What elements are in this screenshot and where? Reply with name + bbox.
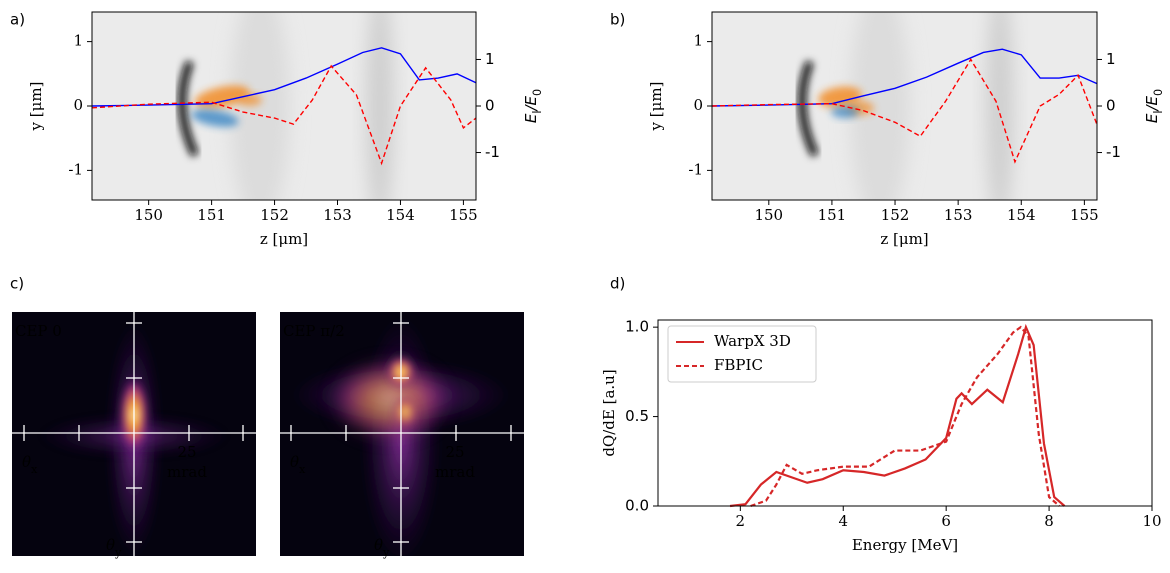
y2-tick-label: 0: [485, 97, 495, 115]
field-image: [92, 12, 476, 200]
x-tick-label: 154: [386, 206, 415, 224]
series-line: [750, 325, 1061, 508]
series-line: [729, 323, 1066, 508]
y-tick-label: 1: [73, 32, 83, 50]
scale-label: 25: [177, 443, 196, 461]
y2-axis-label-part: l: [1152, 111, 1165, 114]
y-tick-label: 0: [73, 96, 83, 114]
x-axis-label: z [μm]: [880, 230, 928, 248]
panel-label: a): [10, 11, 25, 29]
x-tick-label: 8: [1044, 512, 1054, 530]
y-axis-label: dQ/dE [a.u]: [600, 369, 618, 456]
scale-label: mrad: [435, 463, 475, 481]
panel-label: c): [10, 275, 24, 293]
image-title: CEP π/2: [283, 322, 345, 340]
y-axis-label: θy: [106, 536, 122, 559]
angular-image: [280, 312, 524, 556]
series-line: [712, 48, 1097, 107]
x-axis-label: z [μm]: [260, 230, 308, 248]
field-image: [712, 12, 1097, 200]
x-tick-label: 10: [1142, 512, 1161, 530]
y2-axis-label: El/E0: [522, 89, 544, 123]
y2-axis-label-part: /E: [1143, 95, 1161, 112]
x-axis-label: Energy [MeV]: [852, 536, 958, 554]
series-line: [712, 58, 1097, 164]
y2-axis-label-part: 0: [1152, 89, 1165, 96]
y2-tick-label: -1: [1106, 143, 1121, 161]
x-tick-label: 150: [134, 206, 163, 224]
y-tick-label: 0.0: [625, 497, 649, 515]
x-axis-label-part: x: [299, 463, 306, 476]
y-axis-label-part: y: [382, 546, 390, 559]
y-axis-label-part: θ: [106, 536, 115, 554]
scale-label: 25: [445, 443, 464, 461]
y-tick-label: -1: [68, 160, 83, 178]
y-tick-label: 1: [693, 32, 703, 50]
y-axis-label: θy: [374, 536, 390, 559]
y-axis-label: y [μm]: [27, 82, 45, 132]
x-axis-label-part: θ: [290, 453, 299, 471]
y-tick-label: 1.0: [625, 318, 649, 336]
x-tick-label: 151: [197, 206, 226, 224]
plot-frame: [91, 11, 477, 201]
y-tick-label: 0.5: [625, 407, 649, 425]
x-tick-label: 150: [754, 206, 783, 224]
y-tick-label: -1: [688, 160, 703, 178]
y2-axis-label-part: E: [1143, 113, 1161, 123]
x-axis-label-part: θ: [22, 453, 31, 471]
y-tick-label: 0: [693, 96, 703, 114]
y2-tick-label: -1: [485, 143, 500, 161]
x-axis-label: θx: [290, 453, 306, 476]
plot-frame: [657, 319, 1153, 507]
x-tick-label: 151: [818, 206, 847, 224]
legend-label: WarpX 3D: [714, 332, 791, 350]
y2-axis-label-part: l: [531, 111, 544, 114]
crosshair: [12, 312, 524, 556]
legend-box: [667, 325, 817, 383]
y-axis-label-part: y: [114, 546, 122, 559]
y2-tick-label: 1: [485, 50, 495, 68]
y2-axis-label-part: E: [522, 113, 540, 123]
series-line: [92, 47, 476, 107]
y-axis-label-part: θ: [374, 536, 383, 554]
x-tick-label: 2: [736, 512, 746, 530]
legend-label: FBPIC: [714, 356, 763, 374]
y2-axis-label-part: /E: [522, 95, 540, 112]
series-line: [92, 64, 476, 166]
x-tick-label: 155: [1070, 206, 1099, 224]
y2-axis-label: El/E0: [1143, 89, 1165, 123]
x-tick-label: 6: [941, 512, 951, 530]
x-tick-label: 152: [881, 206, 910, 224]
y-axis-label: y [μm]: [647, 82, 665, 132]
plot-frame: [711, 11, 1098, 201]
panel-label: b): [610, 11, 625, 29]
scale-label: mrad: [167, 463, 207, 481]
x-axis-label: θx: [22, 453, 38, 476]
x-tick-label: 153: [323, 206, 352, 224]
image-title: CEP 0: [15, 322, 62, 340]
x-tick-label: 152: [260, 206, 289, 224]
panel-label: d): [610, 275, 625, 293]
x-axis-label-part: x: [31, 463, 38, 476]
x-tick-label: 4: [838, 512, 848, 530]
x-tick-label: 155: [449, 206, 478, 224]
x-tick-label: 153: [944, 206, 973, 224]
x-tick-label: 154: [1007, 206, 1036, 224]
y2-tick-label: 1: [1106, 50, 1116, 68]
y2-tick-label: 0: [1106, 97, 1116, 115]
y2-axis-label-part: 0: [531, 89, 544, 96]
